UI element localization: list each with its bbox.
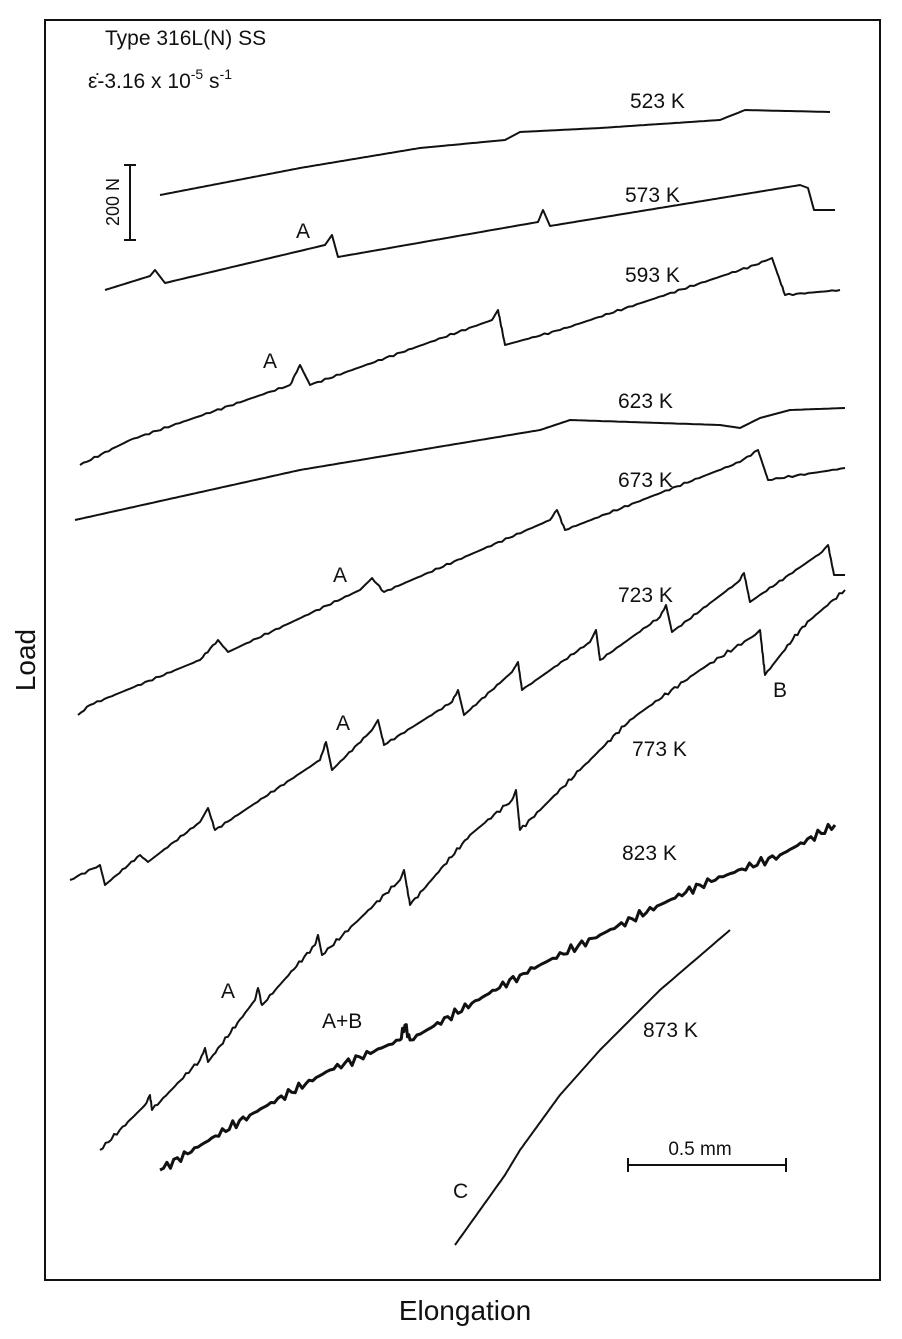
- strain-rate-exp: -5: [191, 66, 204, 82]
- y-axis-label: Load: [10, 629, 41, 691]
- scale-bar-label: 200 N: [103, 178, 123, 226]
- curves: [69, 109, 846, 1246]
- curve: [74, 407, 846, 521]
- curve: [159, 109, 831, 196]
- x-axis-label: Elongation: [399, 1295, 531, 1326]
- curve-label: 523 K: [630, 90, 685, 113]
- annotation: A: [263, 350, 277, 373]
- curve: [159, 822, 837, 1172]
- frame: [44, 19, 881, 1281]
- curve-label: 593 K: [625, 264, 680, 287]
- curve-label: 873 K: [643, 1019, 698, 1042]
- curve-label: 773 K: [632, 738, 687, 761]
- curve: [79, 257, 841, 466]
- curve-label: 723 K: [618, 584, 673, 607]
- annotation: A: [296, 220, 310, 243]
- annotation: A: [221, 980, 235, 1003]
- curve: [99, 589, 846, 1151]
- annotation: A+B: [322, 1010, 362, 1033]
- strain-rate: ε̇-3.16 x 10-5 s-1: [88, 66, 232, 93]
- strain-rate-unit-exp: -1: [220, 66, 233, 82]
- curve-label: 573 K: [625, 184, 680, 207]
- curve: [454, 929, 731, 1246]
- strain-rate-unit: s: [203, 70, 219, 93]
- scale-bar-label: 0.5 mm: [668, 1139, 731, 1160]
- curve-labels: 523 K 573 K 593 K 623 K 673 K 723 K 773 …: [618, 90, 698, 1042]
- load-scale-bar: 200 N: [103, 164, 136, 241]
- annotation: A: [336, 712, 350, 735]
- annotation: A: [333, 564, 347, 587]
- annotation: C: [453, 1180, 468, 1203]
- curve: [104, 184, 835, 291]
- strain-rate-base: ε̇-3.16 x 10: [88, 70, 191, 93]
- annotations: A A A A B A A+B C: [221, 220, 787, 1203]
- annotation: B: [773, 679, 787, 702]
- title: Type 316L(N) SS: [105, 27, 266, 50]
- curve-label: 623 K: [618, 390, 673, 413]
- curve-label: 823 K: [622, 842, 677, 865]
- elongation-scale-bar: 0.5 mm: [627, 1139, 787, 1172]
- curve: [77, 449, 846, 716]
- curve-label: 673 K: [618, 469, 673, 492]
- curve: [69, 544, 845, 886]
